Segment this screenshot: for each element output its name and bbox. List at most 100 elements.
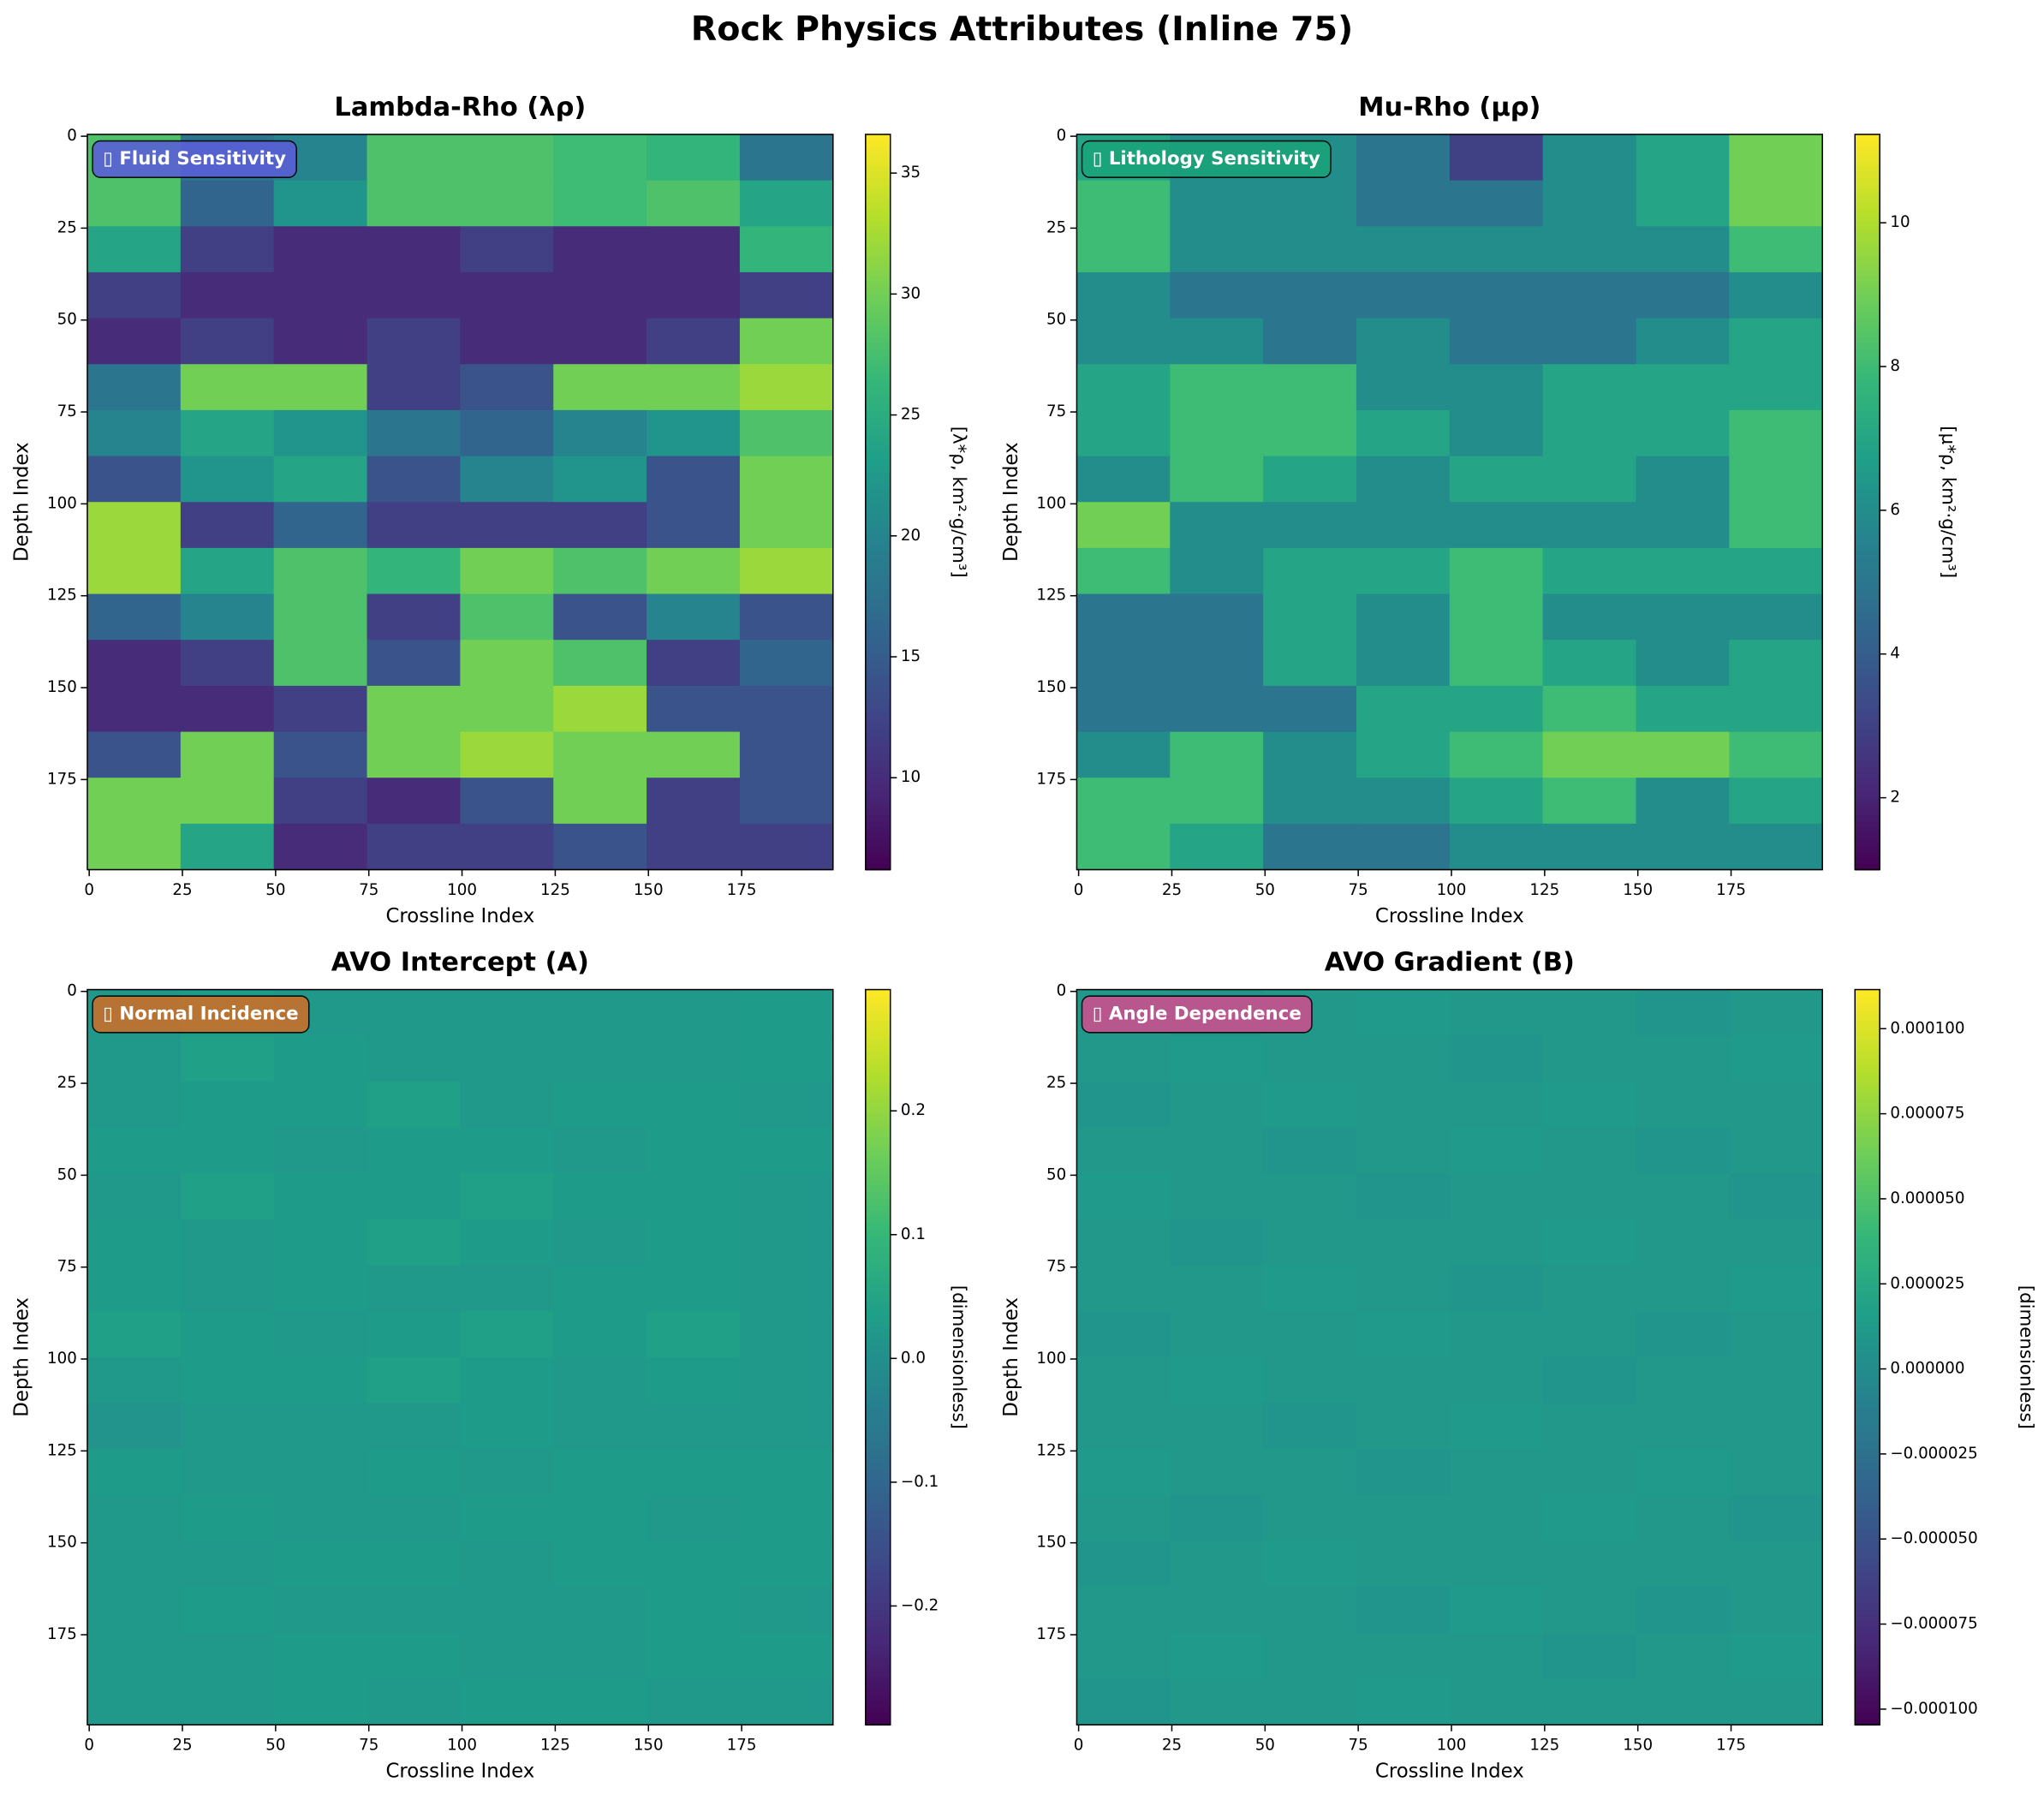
colorbar-step (1855, 134, 1880, 142)
heatmap-cell (1449, 1494, 1544, 1542)
heatmap-cell (1076, 318, 1171, 366)
colorbar-step (1855, 293, 1880, 301)
colorbar-tick-label: 2 (1890, 789, 1900, 807)
colorbar-step (865, 1700, 891, 1708)
colorbar-step (865, 667, 891, 675)
heatmap-cell (273, 456, 368, 503)
heatmap-cell (460, 1449, 554, 1496)
colorbar-step (1855, 1302, 1880, 1309)
colorbar-step (865, 844, 891, 852)
colorbar-step (865, 477, 891, 485)
heatmap-cell (273, 226, 368, 273)
heatmap-cell (1542, 593, 1637, 641)
colorbar-step (865, 1381, 891, 1389)
heatmap-cell (647, 640, 741, 687)
colorbar-step (865, 728, 891, 736)
heatmap-cell (1729, 1494, 1823, 1542)
colorbar (865, 134, 891, 871)
colorbar-tick-label: 0.000000 (1890, 1360, 1964, 1378)
heatmap-cell (1356, 226, 1451, 273)
heatmap-cell (553, 1219, 647, 1267)
colorbar-step (1855, 599, 1880, 607)
heatmap-cell (647, 1587, 741, 1634)
heatmap-cell (1076, 1219, 1171, 1267)
heatmap-cell (366, 1678, 462, 1725)
colorbar-step (865, 1669, 891, 1677)
heatmap-cell (1729, 989, 1823, 1037)
colorbar-step (1855, 1719, 1880, 1726)
x-tick-label: 175 (1716, 881, 1746, 899)
colorbar-step (1855, 1271, 1880, 1278)
heatmap-cell (1636, 1311, 1731, 1358)
heatmap-cell (1636, 1449, 1731, 1496)
colorbar-step (1855, 250, 1880, 258)
colorbar-step (865, 1094, 891, 1101)
colorbar-step (865, 1088, 891, 1095)
colorbar-step (1855, 502, 1880, 510)
heatmap-cell (1449, 364, 1544, 411)
colorbar-step (865, 1356, 891, 1364)
colorbar-step (865, 1148, 891, 1156)
heatmap-cell (647, 409, 741, 457)
heatmap-cell (1263, 778, 1357, 825)
x-tick-label: 100 (1437, 881, 1467, 899)
colorbar-step (865, 1026, 891, 1034)
badge (1081, 995, 1313, 1034)
heatmap (1076, 989, 1823, 1725)
heatmap-cell (460, 318, 554, 366)
colorbar-step (1855, 1081, 1880, 1088)
heatmap-cell (1542, 1632, 1637, 1680)
heatmap-cell (366, 409, 462, 457)
colorbar-step (865, 1645, 891, 1653)
colorbar-step (1855, 1418, 1880, 1426)
x-tick-label: 25 (172, 881, 192, 899)
heatmap-cell (1263, 1356, 1357, 1404)
heatmap-cell (647, 1173, 741, 1220)
heatmap-cell (180, 409, 275, 457)
y-tick-label: 125 (1036, 587, 1066, 605)
heatmap-cell (1263, 271, 1357, 319)
heatmap-cell (647, 318, 741, 366)
heatmap-cell (1170, 1541, 1264, 1588)
y-tick-label: 75 (1046, 1258, 1066, 1276)
colorbar-label: [μ*ρ, km²·g/cm³] (1937, 426, 1958, 578)
heatmap-cell (1356, 1081, 1451, 1129)
heatmap-cell (1636, 778, 1731, 825)
heatmap-cell (1542, 1311, 1637, 1358)
colorbar-step (865, 1173, 891, 1181)
colorbar-step (865, 1123, 891, 1132)
heatmap-cell (180, 318, 275, 366)
heatmap-cell (273, 364, 368, 411)
colorbar-step (1855, 459, 1880, 467)
colorbar-step (1855, 440, 1880, 448)
heatmap-cell (460, 547, 554, 595)
colorbar-step (1855, 1123, 1880, 1132)
heatmap-cell (273, 1127, 368, 1174)
colorbar-step (1855, 844, 1880, 852)
heatmap-cell (647, 778, 741, 825)
colorbar-step (1855, 195, 1880, 203)
colorbar-step (1855, 355, 1880, 362)
heatmap-cell (1729, 456, 1823, 503)
colorbar-label: [λ*ρ, km²·g/cm³] (948, 426, 969, 578)
colorbar-step (865, 1253, 891, 1261)
heatmap-cell (273, 1035, 368, 1082)
y-tick-label: 75 (57, 402, 77, 420)
heatmap-cell (1263, 1035, 1357, 1082)
colorbar-step (1855, 1210, 1880, 1218)
heatmap-cell (553, 1035, 647, 1082)
heatmap-cell (1356, 1356, 1451, 1404)
colorbar-step (865, 1338, 891, 1346)
heatmap-cell (1170, 1311, 1264, 1358)
colorbar-step (865, 232, 891, 240)
colorbar-step (865, 826, 891, 834)
colorbar-step (865, 1479, 891, 1487)
colorbar-step (1855, 1712, 1880, 1719)
colorbar-step (1855, 1657, 1880, 1665)
heatmap-cell (86, 226, 182, 273)
colorbar-step (1855, 1222, 1880, 1230)
heatmap-cell (180, 1127, 275, 1174)
heatmap-cell (1729, 640, 1823, 687)
heatmap-cell (1356, 271, 1451, 319)
colorbar-step (865, 1553, 891, 1560)
